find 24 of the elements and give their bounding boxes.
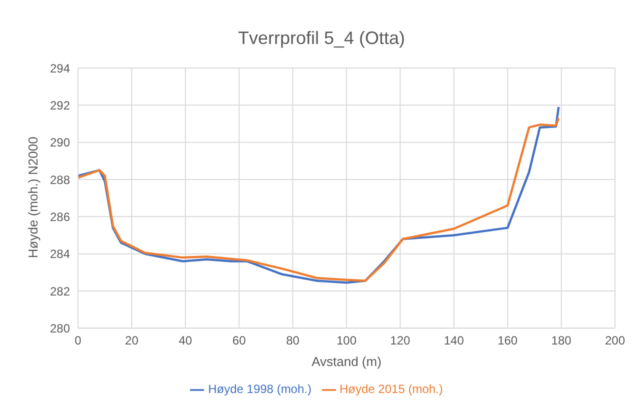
- x-tick-label: 120: [390, 334, 411, 348]
- x-tick-label: 80: [286, 334, 300, 348]
- y-tick-label: 292: [50, 98, 70, 112]
- y-tick-label: 284: [50, 247, 70, 262]
- y-tick-label: 294: [50, 61, 70, 76]
- x-tick-label: 100: [336, 334, 357, 348]
- legend-label: Høyde 2015 (moh.): [340, 382, 443, 396]
- x-tick-label: 200: [604, 334, 626, 348]
- y-tick-label: 290: [50, 136, 70, 150]
- legend-label: Høyde 1998 (moh.): [208, 382, 312, 396]
- x-tick-label: 20: [125, 334, 139, 348]
- x-tick-label: 140: [444, 334, 464, 348]
- x-axis-title: Avstand (m): [312, 354, 382, 370]
- y-tick-label: 280: [50, 321, 70, 336]
- x-tick-label: 40: [178, 334, 192, 348]
- x-tick-label: 180: [551, 334, 572, 348]
- y-tick-label: 288: [50, 172, 70, 187]
- x-tick-label: 0: [74, 334, 82, 348]
- chart-title: Tverrprofil 5_4 (Otta): [236, 27, 406, 50]
- y-tick-label: 286: [50, 210, 70, 224]
- x-tick-label: 160: [498, 334, 518, 348]
- x-tick-label: 60: [232, 334, 246, 348]
- y-axis-title: Høyde (moh.) N2000: [26, 136, 41, 258]
- y-tick-label: 282: [50, 284, 70, 298]
